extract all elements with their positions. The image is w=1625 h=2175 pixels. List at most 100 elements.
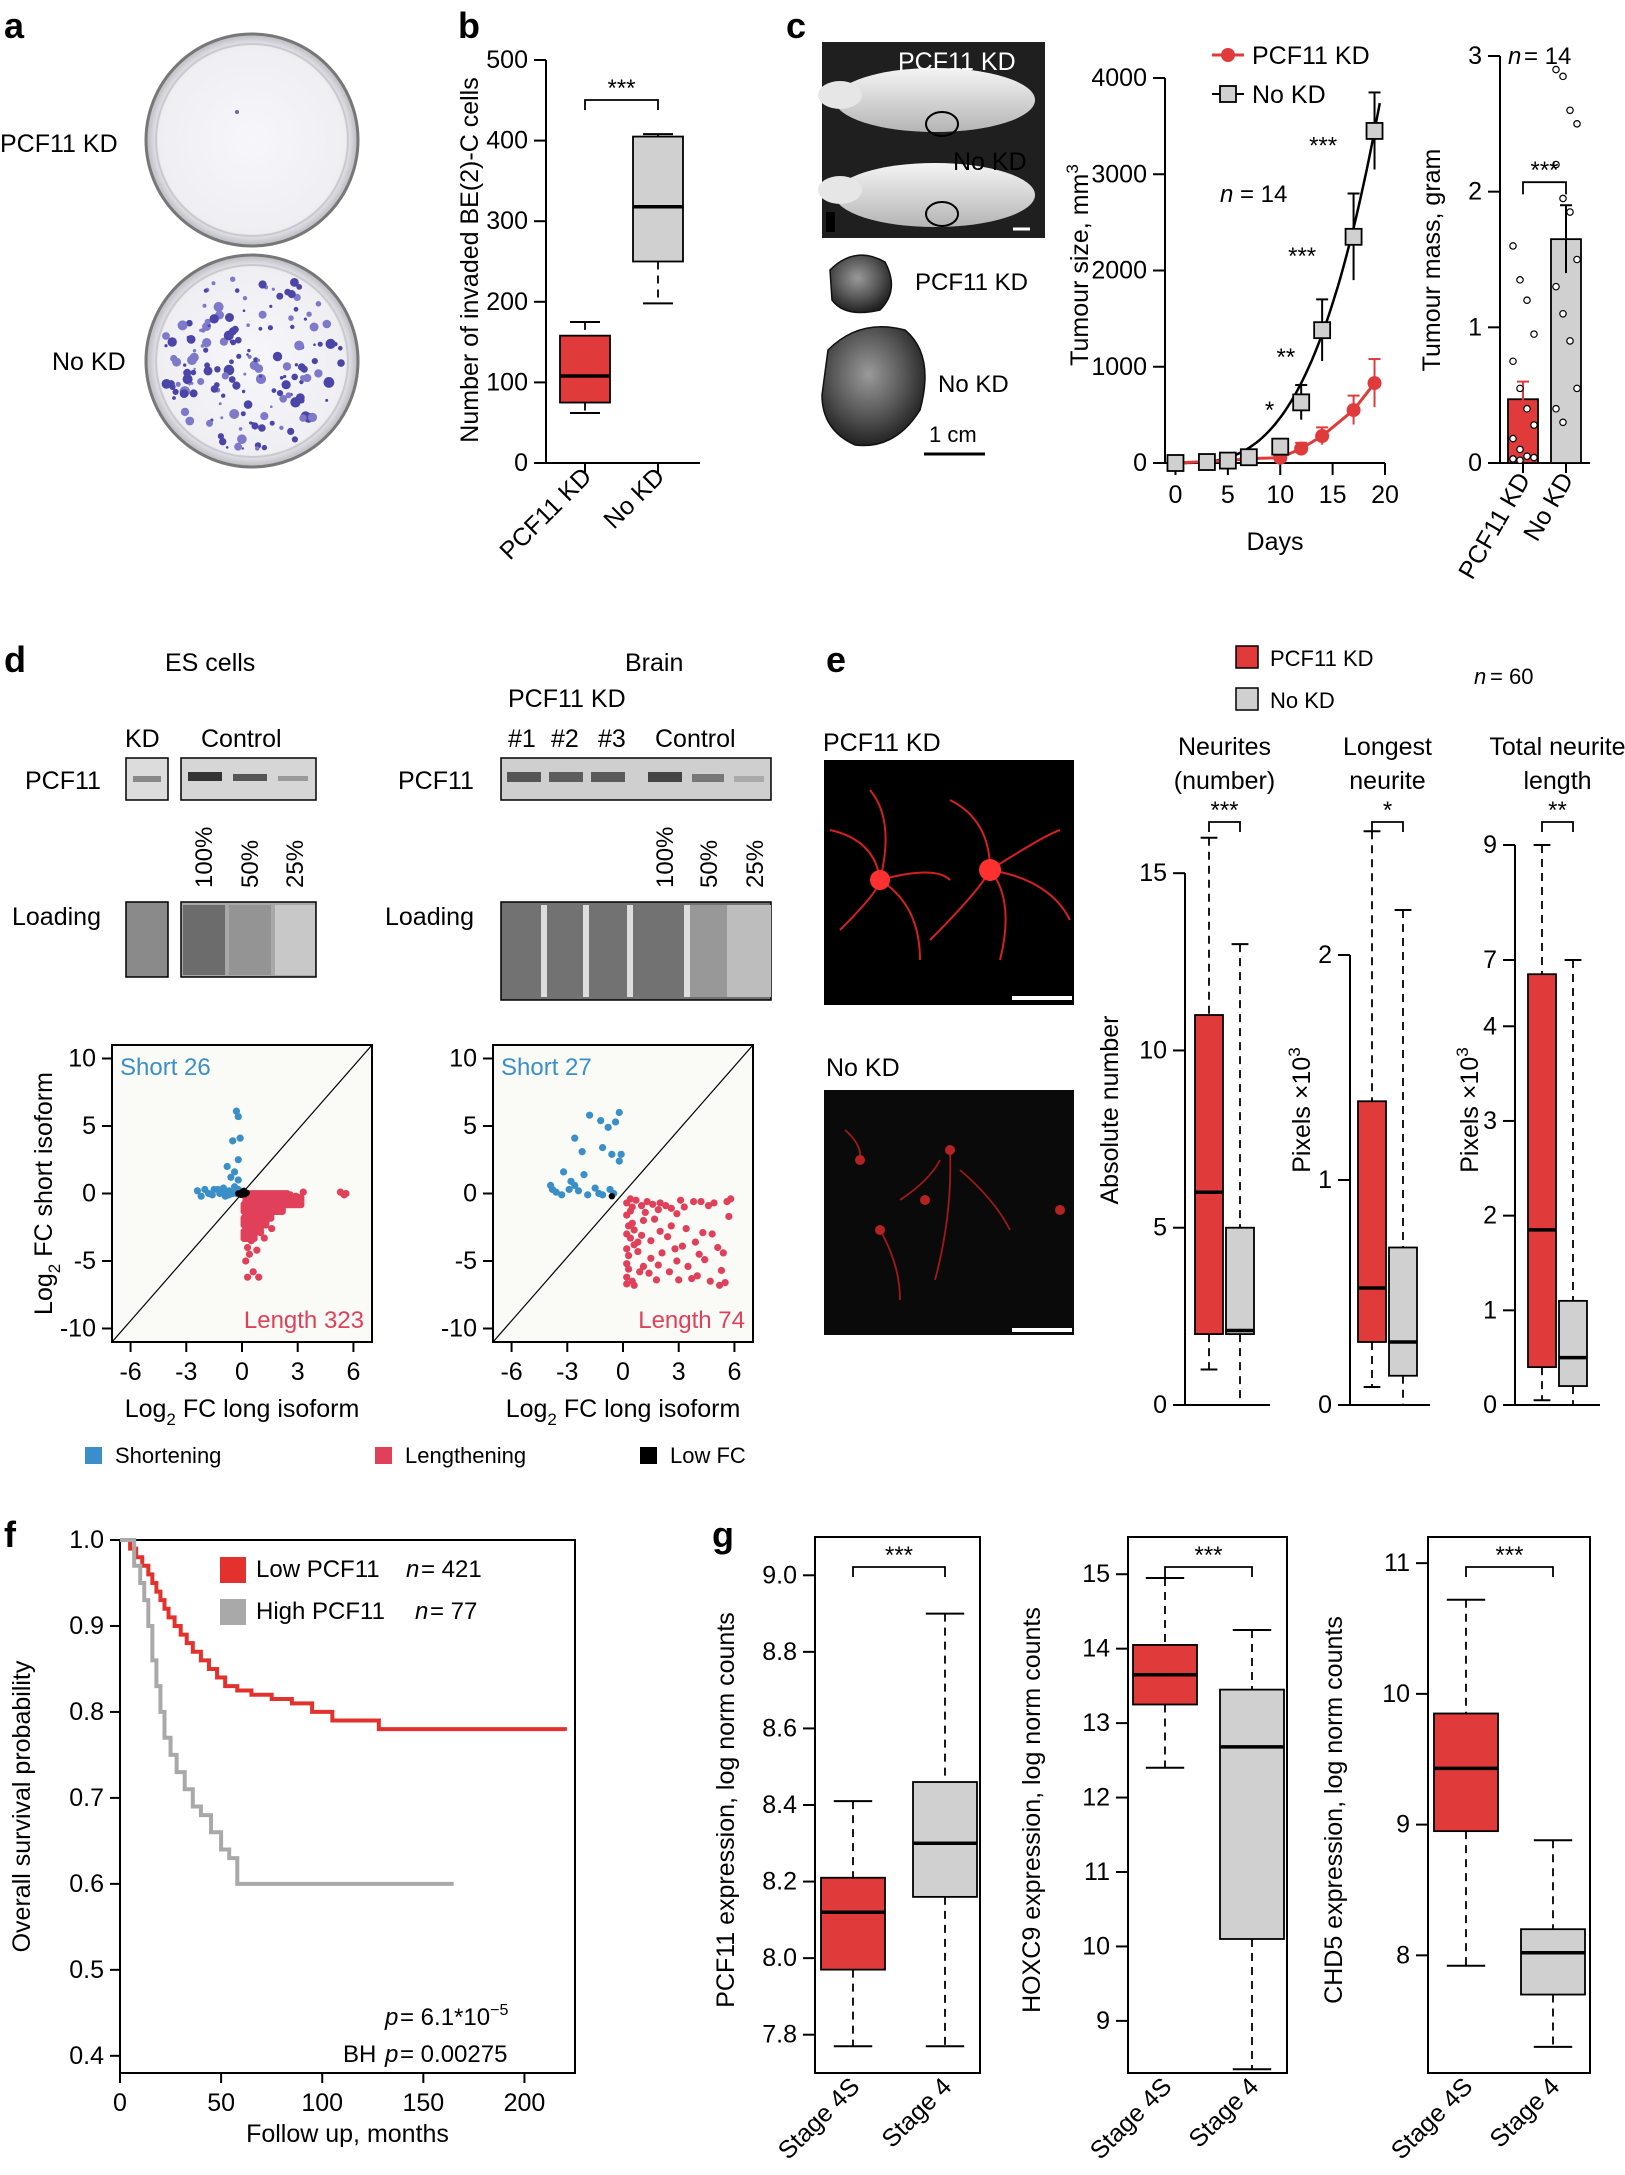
point-lengthening	[626, 1234, 635, 1242]
point-lengthening	[673, 1257, 681, 1265]
neurite	[879, 1229, 901, 1301]
point-lengthening	[725, 1212, 733, 1221]
y-axis-label: Pixels ×103	[1285, 1047, 1316, 1173]
y-tick-label: -5	[455, 1247, 477, 1275]
y-axis-label-sup: 3	[1453, 1047, 1472, 1056]
x-tick-label: 0	[1169, 481, 1183, 509]
point-shortening	[208, 1191, 216, 1199]
colony	[223, 330, 234, 341]
colony	[230, 276, 236, 282]
chart-g_pcf11: 7.8 8.0 8.2 8.4 8.6 8.8 9.0 Stage 4S Stage 4 *** P…	[712, 1536, 981, 2165]
point-no-kd	[1271, 437, 1290, 456]
point-no-kd	[1239, 448, 1258, 467]
colony	[303, 317, 307, 321]
x-tick-label: Stage 4	[1183, 2072, 1264, 2153]
point-shortening	[232, 1107, 241, 1115]
point-lengthening	[634, 1238, 642, 1246]
plot-frame	[119, 1539, 576, 2074]
chart-g_chd5: 8 9 10 11 Stage 4S Stage 4 *** CHD5 expression,…	[1320, 1536, 1591, 2165]
p-exponent: −5	[490, 2002, 508, 2019]
legend-n-value-0: = 421	[421, 1556, 482, 1583]
colony	[291, 436, 298, 443]
point-lengthening	[247, 1237, 255, 1245]
colony	[228, 376, 236, 383]
data-point	[1566, 208, 1574, 216]
y-tick-label: 10	[1082, 1932, 1110, 1960]
colony	[192, 349, 197, 353]
y-tick-label: 3	[1483, 1107, 1497, 1135]
chart-c-growth: 0 1000 2000 3000 4000 0 5 10 15 20 Days Tumour size…	[1063, 42, 1399, 556]
box-1	[1558, 1299, 1588, 1387]
point-shortening	[230, 1168, 239, 1176]
colony	[240, 411, 246, 417]
photo-label-no-kd: No KD	[953, 148, 1027, 176]
point-lengthening	[286, 1191, 294, 1199]
panel-d-legend: Shortening Lengthening Low FC	[85, 1443, 746, 1468]
point-lengthening	[630, 1281, 638, 1289]
colony	[276, 390, 284, 397]
e-n-value: = 60	[1490, 664, 1533, 689]
chart-b: 0 100 200 300 400 500 PCF11 KD No KD *** Number o…	[456, 46, 700, 565]
point-shortening	[225, 1191, 233, 1199]
colony	[294, 340, 304, 351]
legend-swatch-lengthening	[375, 1447, 392, 1464]
colony	[279, 394, 288, 403]
data-point	[1516, 276, 1524, 284]
point-no-kd	[1292, 393, 1311, 412]
point-shortening	[604, 1123, 612, 1131]
point-lengthening	[639, 1262, 648, 1270]
box-1	[1219, 1688, 1285, 1940]
y-tick-label: 2	[1483, 1202, 1497, 1230]
y-tick-label: 1000	[1091, 353, 1147, 381]
legend-shortening: Shortening	[115, 1443, 221, 1468]
colony	[283, 374, 287, 379]
bh-p-label: p	[384, 2041, 398, 2068]
legend-pcf11-kd: PCF11 KD	[1252, 42, 1370, 70]
legend-swatch-0	[220, 1557, 246, 1583]
point-lengthening	[242, 1257, 250, 1265]
colony	[325, 338, 336, 349]
point-lengthening	[706, 1277, 714, 1285]
y-tick-label: 2000	[1091, 257, 1147, 285]
colony	[214, 366, 221, 373]
point-shortening	[591, 1184, 599, 1192]
point-lengthening	[654, 1206, 662, 1214]
significance-stars: ***	[885, 1542, 913, 1569]
panel-d-blots: ES cells Brain PCF11 KD KD Control #1 #2…	[12, 649, 772, 1001]
point-lengthening	[641, 1208, 649, 1216]
y-tick-label: 1	[1483, 1296, 1497, 1324]
colony	[256, 358, 260, 362]
blot-brain-pcf11	[500, 757, 772, 801]
significance-bracket	[852, 1566, 946, 1577]
point-no-kd	[1344, 227, 1363, 246]
colony	[246, 323, 250, 328]
colony	[285, 392, 292, 399]
point-no-kd	[1166, 454, 1185, 472]
colony	[188, 383, 191, 386]
colony	[190, 381, 194, 385]
x-tick-label: PCF11 KD	[494, 462, 597, 565]
tumour-label-pcf11-kd: PCF11 KD	[915, 269, 1028, 296]
x-tick-label: 20	[1371, 481, 1399, 509]
point-lengthening	[667, 1222, 675, 1230]
box-0	[820, 1876, 886, 1971]
data-point	[1573, 384, 1581, 393]
colony	[242, 296, 248, 301]
point-lengthening	[697, 1198, 705, 1206]
y-tick-label: 7	[1483, 946, 1497, 974]
point-shortening	[578, 1148, 586, 1156]
colony	[221, 393, 226, 398]
blot-es-kd-loading	[125, 901, 169, 978]
p-label: p	[384, 2004, 398, 2031]
colony	[333, 341, 338, 347]
point-lengthening	[636, 1268, 644, 1276]
x-tick-label: Stage 4S	[1085, 2072, 1178, 2165]
point-shortening	[229, 1137, 237, 1145]
point-lengthening	[662, 1202, 670, 1210]
n-label: n	[1220, 181, 1233, 208]
point-lengthening	[652, 1276, 661, 1284]
chart-title-line: length	[1523, 767, 1591, 795]
colony	[161, 379, 172, 389]
